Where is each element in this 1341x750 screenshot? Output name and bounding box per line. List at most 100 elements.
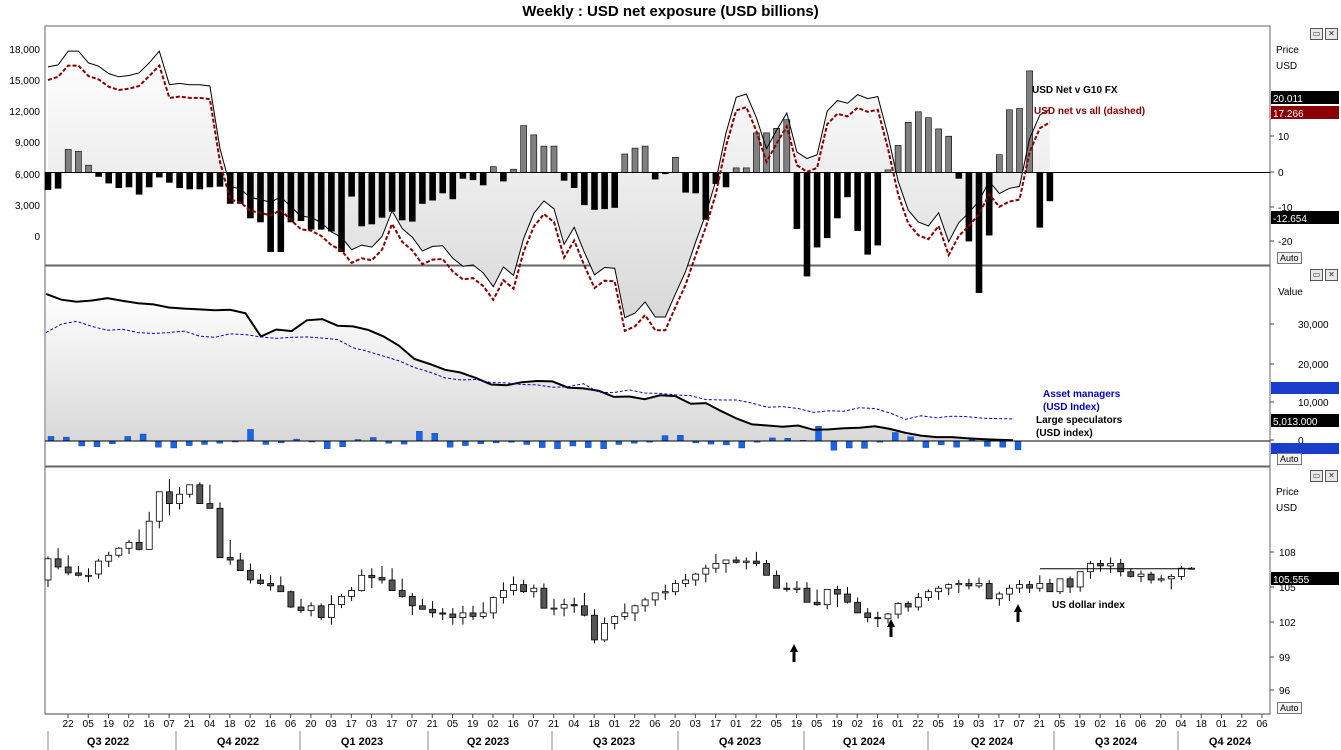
positioning-diff-bar [615, 440, 623, 445]
panel3-restore-icon[interactable]: ▭ [1310, 470, 1323, 482]
panel-frame-3 [44, 466, 1271, 715]
dxy-candle [1036, 583, 1044, 589]
dxy-candle [449, 613, 457, 618]
positioning-diff-bar [170, 440, 178, 449]
net-exposure-bar [75, 151, 82, 173]
dxy-candle [165, 491, 173, 504]
net-exposure-bar [1036, 172, 1044, 228]
net-exposure-bar [722, 172, 730, 188]
net-exposure-bar [105, 172, 112, 184]
week-tick-label: 02 [1095, 719, 1107, 730]
week-tick-label: 03 [366, 719, 378, 730]
dxy-candle [1026, 584, 1033, 589]
net-exposure-bar [692, 172, 700, 194]
net-exposure-bar [419, 172, 426, 204]
net-exposure-bar [328, 172, 335, 232]
net-exposure-bar [115, 172, 123, 188]
net-exposure-bar [732, 167, 740, 173]
dxy-candle [95, 560, 102, 575]
dxy-candle [75, 572, 82, 576]
week-tick-label: 22 [912, 719, 924, 730]
dxy-candle [945, 584, 953, 589]
dxy-candle [611, 616, 619, 624]
panel1-auto-button[interactable]: Auto [1277, 252, 1302, 264]
dxy-candle [925, 591, 932, 599]
net-exposure-bar [935, 128, 942, 173]
dxy-candle [753, 560, 760, 564]
net-exposure-bar [95, 172, 102, 177]
dxy-candle [1016, 584, 1023, 589]
week-tick-label: 22 [629, 719, 641, 730]
net-exposure-bar [196, 172, 204, 190]
dxy-candle [226, 557, 234, 561]
week-tick-label: 16 [872, 719, 884, 730]
positioning-diff-bar [1014, 440, 1022, 451]
dxy-candle [854, 601, 861, 614]
quarter-label: Q3 2024 [1095, 736, 1138, 748]
week-tick-label: 05 [447, 719, 459, 730]
dxy-candle [85, 574, 92, 577]
dxy-candle [1147, 573, 1155, 581]
net-all-badge-bg [1271, 106, 1339, 119]
positioning-diff-bar [201, 440, 208, 445]
dxy-candle [864, 612, 872, 619]
dxy-candle [712, 563, 720, 569]
dxy-candle [570, 604, 578, 607]
panel1-axis-title: Price [1276, 45, 1299, 56]
week-tick-label: 22 [1236, 719, 1248, 730]
dxy-candle [206, 503, 214, 509]
net-exposure-bar [591, 172, 598, 210]
panel2-right-tick: 10,000 [1298, 398, 1329, 409]
net-g10-badge: 20.011 [1273, 94, 1303, 105]
dxy-candle [834, 589, 841, 595]
dxy-candle [581, 605, 588, 616]
dxy-candle [257, 579, 264, 584]
net-exposure-bar [378, 172, 386, 218]
positioning-diff-bar [324, 440, 331, 449]
panel1-restore-icon[interactable]: ▭ [1310, 28, 1323, 40]
week-tick-label: 19 [831, 719, 843, 730]
week-tick-label: 19 [953, 719, 965, 730]
panel3-close-icon[interactable]: ✕ [1325, 470, 1338, 482]
net-exposure-bar [844, 172, 851, 198]
dxy-candle [702, 567, 710, 575]
positioning-diff-bar [738, 440, 745, 449]
dxy-candle [439, 612, 447, 615]
panel2-auto-button[interactable]: Auto [1277, 453, 1302, 465]
week-tick-label: 01 [1216, 719, 1228, 730]
net-exposure-bar [530, 134, 538, 173]
positioning-diff-bar [339, 440, 346, 448]
positioning-diff-bar [262, 440, 270, 445]
net-exposure-bar [44, 172, 52, 191]
dxy-candle [327, 604, 335, 618]
dxy-candle [348, 590, 356, 597]
dxy-candle [125, 542, 133, 549]
positioning-diff-bar [155, 440, 162, 448]
week-tick-label: 16 [1115, 719, 1127, 730]
net-exposure-bar [904, 122, 912, 173]
week-tick-label: 20 [1155, 719, 1167, 730]
net-exposure-bar [54, 172, 62, 189]
week-tick-label: 21 [427, 719, 439, 730]
panel2-close-icon[interactable]: ✕ [1325, 269, 1338, 281]
net-exposure-bar [601, 172, 608, 210]
panel1-close-icon[interactable]: ✕ [1325, 28, 1338, 40]
dxy-candle [894, 603, 902, 615]
net-exposure-bar [874, 172, 882, 246]
week-tick-label: 05 [1054, 719, 1066, 730]
dxy-candle [499, 590, 507, 598]
net-exposure-bar [166, 172, 173, 183]
panel2-restore-icon[interactable]: ▭ [1310, 269, 1323, 281]
dxy-candle [1056, 578, 1064, 593]
net-exposure-bar [489, 166, 497, 173]
panel1-right-tick: -20 [1278, 237, 1293, 248]
dxy-candle [742, 560, 750, 563]
dxy-candle [1157, 578, 1165, 581]
week-tick-label: 06 [285, 719, 297, 730]
panel3-auto-button[interactable]: Auto [1277, 702, 1302, 714]
dxy-candle [398, 590, 406, 597]
dxy-candle [732, 559, 740, 563]
week-tick-label: 19 [103, 719, 115, 730]
panel2-right-tick: 20,000 [1298, 360, 1329, 371]
